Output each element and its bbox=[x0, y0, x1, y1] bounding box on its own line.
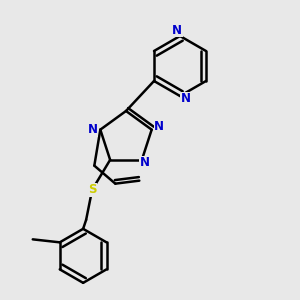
Text: N: N bbox=[154, 120, 164, 133]
Text: N: N bbox=[140, 156, 150, 169]
Text: S: S bbox=[88, 183, 96, 196]
Text: N: N bbox=[88, 123, 98, 136]
Text: N: N bbox=[172, 23, 182, 37]
Text: N: N bbox=[181, 92, 191, 106]
